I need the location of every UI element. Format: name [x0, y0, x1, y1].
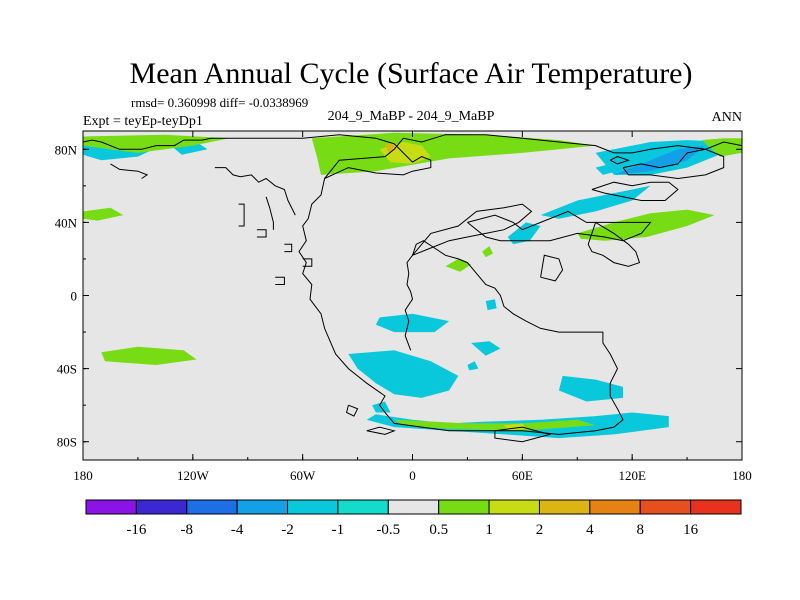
y-tick-label: 80S [57, 435, 77, 450]
center-label: 204_9_MaBP - 204_9_MaBP [328, 109, 495, 124]
anomaly-region [577, 209, 715, 241]
anomaly-region [394, 419, 596, 431]
colorbar-swatch [337, 499, 389, 515]
colorbar-swatch [85, 499, 137, 515]
coastlines [83, 134, 742, 443]
coastline [256, 229, 267, 238]
colorbar-swatch [236, 499, 289, 515]
x-tick-label: 60E [512, 468, 533, 483]
coastline [346, 404, 359, 417]
coastline [238, 203, 245, 227]
colorbar-swatch [690, 499, 742, 515]
coastline [284, 243, 293, 253]
coastline [412, 203, 533, 256]
colorbar-label: 16 [683, 522, 699, 538]
map-background [83, 131, 742, 460]
x-tick-label: 180 [73, 468, 93, 483]
anomaly-region [701, 138, 742, 157]
coastline [214, 167, 296, 216]
expt-label: Expt = teyEp-teyDp1 [83, 114, 203, 129]
coastline [494, 426, 552, 443]
y-tick-label: 40N [55, 215, 78, 230]
colorbar-label: -16 [126, 522, 146, 538]
anomaly-region [101, 346, 197, 365]
anomaly-region [540, 185, 651, 219]
colorbar-label: -4 [231, 522, 244, 538]
colorbar-swatch [135, 499, 188, 515]
anomaly-region [482, 246, 493, 258]
colorbar-label: 8 [636, 522, 644, 538]
colorbar-label: 4 [586, 522, 594, 538]
colorbar-swatch [387, 499, 440, 515]
colorbar-swatch [589, 499, 641, 515]
anomaly-region [83, 207, 124, 221]
x-tick-label: 180 [732, 468, 752, 483]
coastline [324, 134, 742, 179]
colorbar-swatch [538, 499, 591, 515]
colorbar: -16 -8 -4 -2 -1 -0.5 0.5 1 2 4 8 16 [85, 499, 742, 538]
x-tick-label: 0 [409, 468, 416, 483]
colorbar-swatch [639, 499, 692, 515]
coastline [275, 276, 285, 285]
anomaly-region [83, 134, 230, 153]
y-tick-label: 0 [71, 289, 78, 304]
anomaly-region [471, 341, 501, 356]
x-tick-label: 120W [177, 468, 210, 483]
axes: 180 120W 60W 0 60E 120E 180 80N 40N 0 40S 80S [55, 131, 752, 483]
coastline [587, 221, 641, 267]
colorbar-label: -1 [332, 522, 345, 538]
y-tick-label: 80N [55, 142, 78, 157]
anomaly-region [507, 222, 541, 245]
anomaly-region [613, 145, 706, 175]
colorbar-label: 1 [485, 522, 493, 538]
anomaly-region [348, 350, 459, 398]
coastline [83, 134, 624, 435]
colorbar-label: 0.5 [429, 522, 448, 538]
coastline [302, 258, 313, 267]
y-tick-label: 40S [57, 362, 77, 377]
coastline [540, 254, 564, 282]
x-tick-label: 60W [290, 468, 316, 483]
colorbar-swatch [488, 499, 540, 515]
coastline [366, 426, 396, 435]
colorbar-label: 2 [536, 522, 544, 538]
coastline [609, 156, 631, 165]
anomaly-region [595, 163, 618, 175]
anomaly-region [445, 258, 472, 272]
anomaly-region [558, 375, 623, 402]
colorbar-label: -2 [281, 522, 294, 538]
colorbar-swatch [186, 499, 238, 515]
anomaly-region [375, 313, 450, 333]
anomaly-region [311, 132, 596, 175]
coastline [622, 148, 725, 180]
colorbar-label: -8 [181, 522, 194, 538]
season-label: ANN [712, 110, 742, 125]
coastline [591, 181, 679, 201]
coastline [265, 196, 274, 230]
colorbar-label: -0.5 [376, 522, 400, 538]
anomaly-region [485, 299, 497, 311]
x-tick-label: 120E [618, 468, 646, 483]
coastline [110, 163, 149, 179]
stats-line: rmsd= 0.360998 diff= -0.0338969 [131, 95, 308, 110]
chart-title: Mean Annual Cycle (Surface Air Temperatu… [130, 57, 693, 90]
colorbar-swatch [438, 499, 490, 515]
colorbar-swatch [287, 499, 339, 515]
coastline [467, 210, 652, 242]
anomaly-region [467, 361, 479, 371]
anomaly-fills [83, 132, 742, 439]
